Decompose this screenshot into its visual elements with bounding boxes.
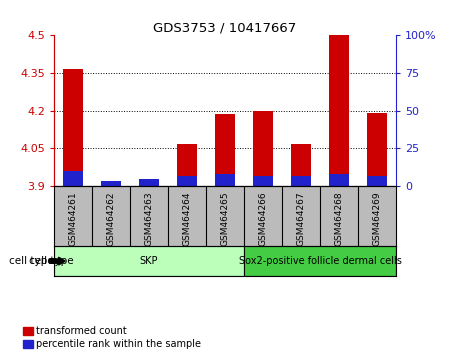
Bar xyxy=(367,176,387,186)
Text: Sox2-positive follicle dermal cells: Sox2-positive follicle dermal cells xyxy=(238,256,401,266)
Text: GSM464267: GSM464267 xyxy=(297,192,306,246)
Text: GSM464265: GSM464265 xyxy=(220,192,230,246)
Text: GSM464264: GSM464264 xyxy=(183,192,192,246)
Text: GSM464262: GSM464262 xyxy=(107,192,116,246)
Bar xyxy=(100,181,122,186)
Text: GSM464266: GSM464266 xyxy=(258,192,267,246)
Bar xyxy=(291,144,311,186)
Legend: transformed count, percentile rank within the sample: transformed count, percentile rank withi… xyxy=(23,326,202,349)
Text: cell type: cell type xyxy=(9,256,53,266)
Title: GDS3753 / 10417667: GDS3753 / 10417667 xyxy=(153,21,297,34)
Bar xyxy=(139,179,159,186)
Text: GSM464261: GSM464261 xyxy=(68,192,77,246)
Bar xyxy=(252,110,274,186)
Bar xyxy=(328,174,350,186)
Bar xyxy=(176,144,198,186)
Bar xyxy=(215,174,235,186)
Bar xyxy=(328,35,350,186)
Text: GSM464263: GSM464263 xyxy=(144,192,153,246)
Text: GSM464269: GSM464269 xyxy=(373,192,382,246)
Bar xyxy=(54,246,244,276)
Bar xyxy=(291,176,311,186)
Bar xyxy=(367,113,387,186)
Text: GSM464268: GSM464268 xyxy=(334,192,343,246)
Bar xyxy=(100,182,122,186)
Bar xyxy=(139,179,159,186)
Bar xyxy=(244,246,396,276)
Text: cell type: cell type xyxy=(29,256,74,266)
Text: SKP: SKP xyxy=(140,256,158,266)
Bar xyxy=(63,171,83,186)
Bar xyxy=(215,114,235,186)
Bar xyxy=(63,69,83,186)
Bar xyxy=(176,176,198,186)
Bar xyxy=(252,176,274,186)
